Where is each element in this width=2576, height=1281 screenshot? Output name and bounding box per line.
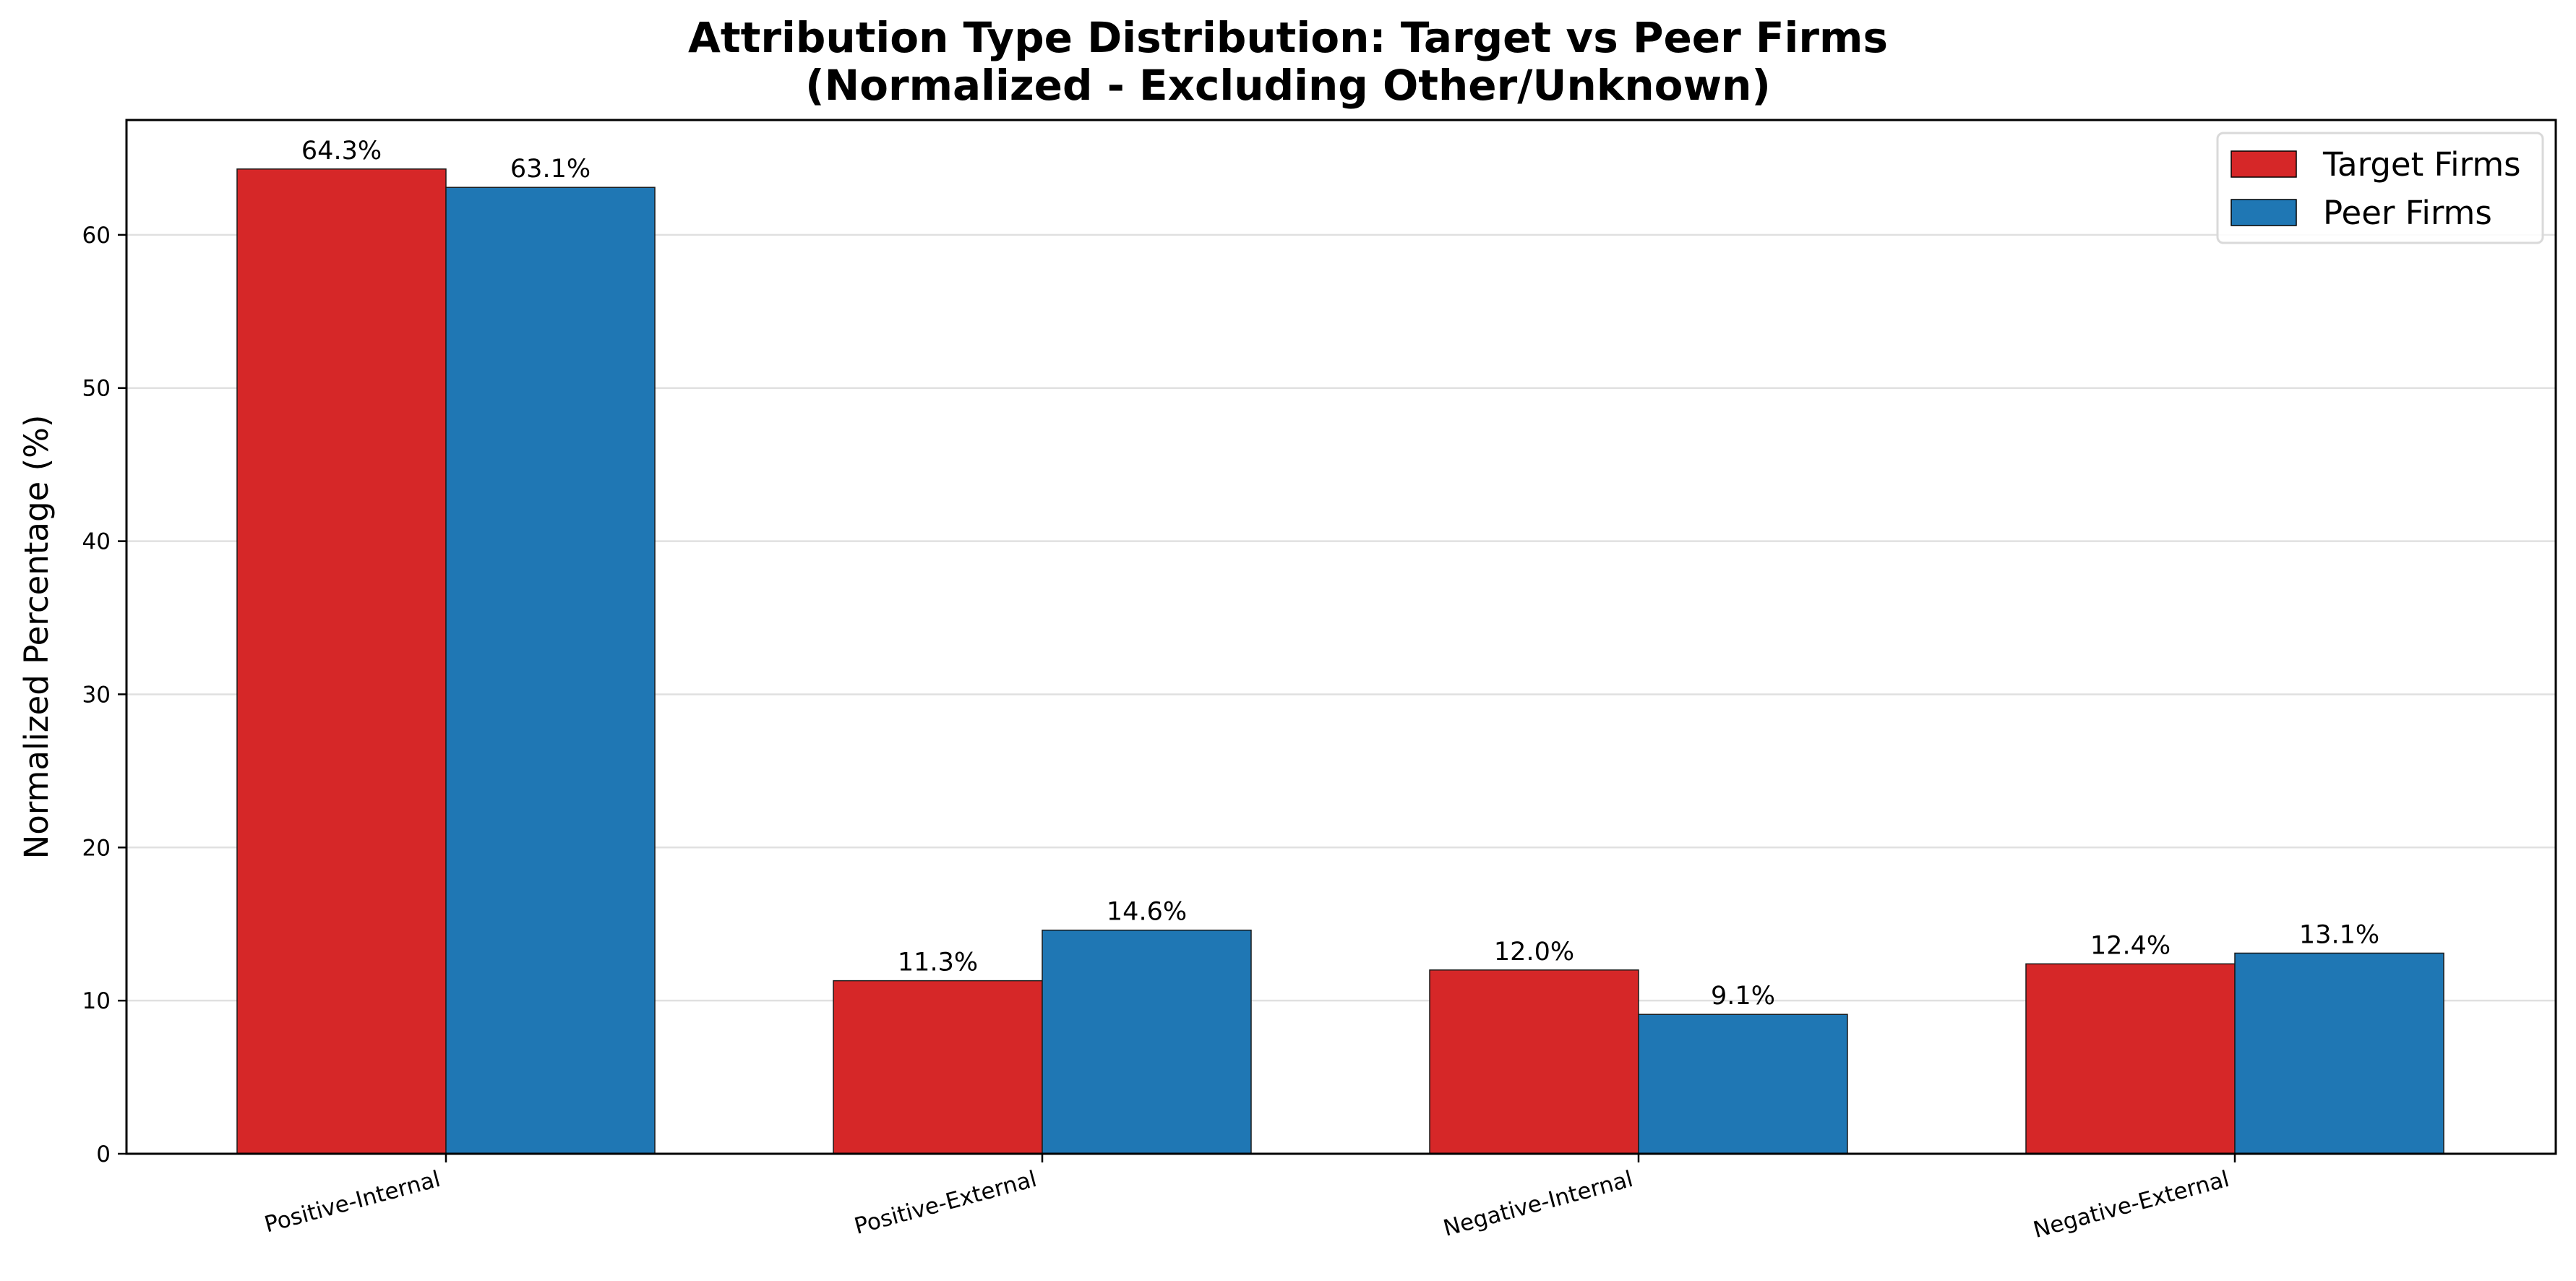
x-tick-label: Negative-Internal — [1441, 1166, 1636, 1242]
y-axis-label: Normalized Percentage (%) — [17, 415, 56, 860]
plot-frame — [125, 119, 2557, 1155]
chart-title-line-2: (Normalized - Excluding Other/Unknown) — [805, 61, 1771, 110]
x-tick-label: Negative-External — [2030, 1166, 2232, 1243]
bar-target-negative-external — [2025, 963, 2236, 1154]
data-labels: 64.3% 63.1% 11.3% 14.6% 12.0% 9.1% 12.4% 13.1% — [301, 137, 2379, 1011]
legend-swatch-peer — [2231, 199, 2297, 226]
legend: Target Firms Peer Firms — [2216, 132, 2544, 244]
bar-target-positive-internal — [236, 168, 447, 1154]
legend-label-target: Target Firms — [2322, 145, 2521, 184]
bar-peer-negative-internal — [1638, 1014, 1848, 1154]
data-label-peer-negative-external: 13.1% — [2299, 920, 2379, 949]
data-label-peer-positive-external: 14.6% — [1107, 898, 1187, 927]
y-tick-label: 0 — [96, 1141, 111, 1168]
chart-title-line-1: Attribution Type Distribution: Target vs… — [688, 13, 1888, 62]
data-label-target-negative-external: 12.4% — [2090, 931, 2171, 960]
bar-peer-positive-internal — [445, 187, 656, 1154]
y-tick-label: 30 — [82, 682, 111, 708]
y-tick-label: 40 — [82, 529, 111, 555]
y-tick-label: 20 — [82, 835, 111, 861]
bar-peer-negative-external — [2234, 952, 2444, 1154]
data-label-target-positive-external: 11.3% — [898, 948, 978, 977]
data-label-peer-negative-internal: 9.1% — [1711, 982, 1775, 1011]
legend-swatch-target — [2231, 150, 2297, 178]
data-label-target-negative-internal: 12.0% — [1494, 938, 1574, 967]
bar-peer-positive-external — [1042, 929, 1252, 1154]
x-tick-label: Positive-Internal — [262, 1166, 443, 1238]
y-tick-label: 60 — [82, 223, 111, 249]
legend-label-peer: Peer Firms — [2323, 194, 2492, 232]
x-tick-label: Positive-External — [851, 1166, 1039, 1240]
bars — [236, 168, 2444, 1154]
bar-target-negative-internal — [1429, 969, 1639, 1154]
x-axis: Positive-Internal Positive-External Negati… — [262, 1154, 2236, 1243]
legend-frame — [2216, 132, 2544, 244]
y-axis: 0 10 20 30 40 50 60 — [82, 223, 126, 1168]
data-label-peer-positive-internal: 63.1% — [510, 155, 591, 184]
data-label-target-positive-internal: 64.3% — [301, 137, 382, 166]
y-tick-label: 50 — [82, 376, 111, 402]
y-tick-label: 10 — [82, 988, 111, 1014]
bar-target-positive-external — [833, 980, 1043, 1154]
